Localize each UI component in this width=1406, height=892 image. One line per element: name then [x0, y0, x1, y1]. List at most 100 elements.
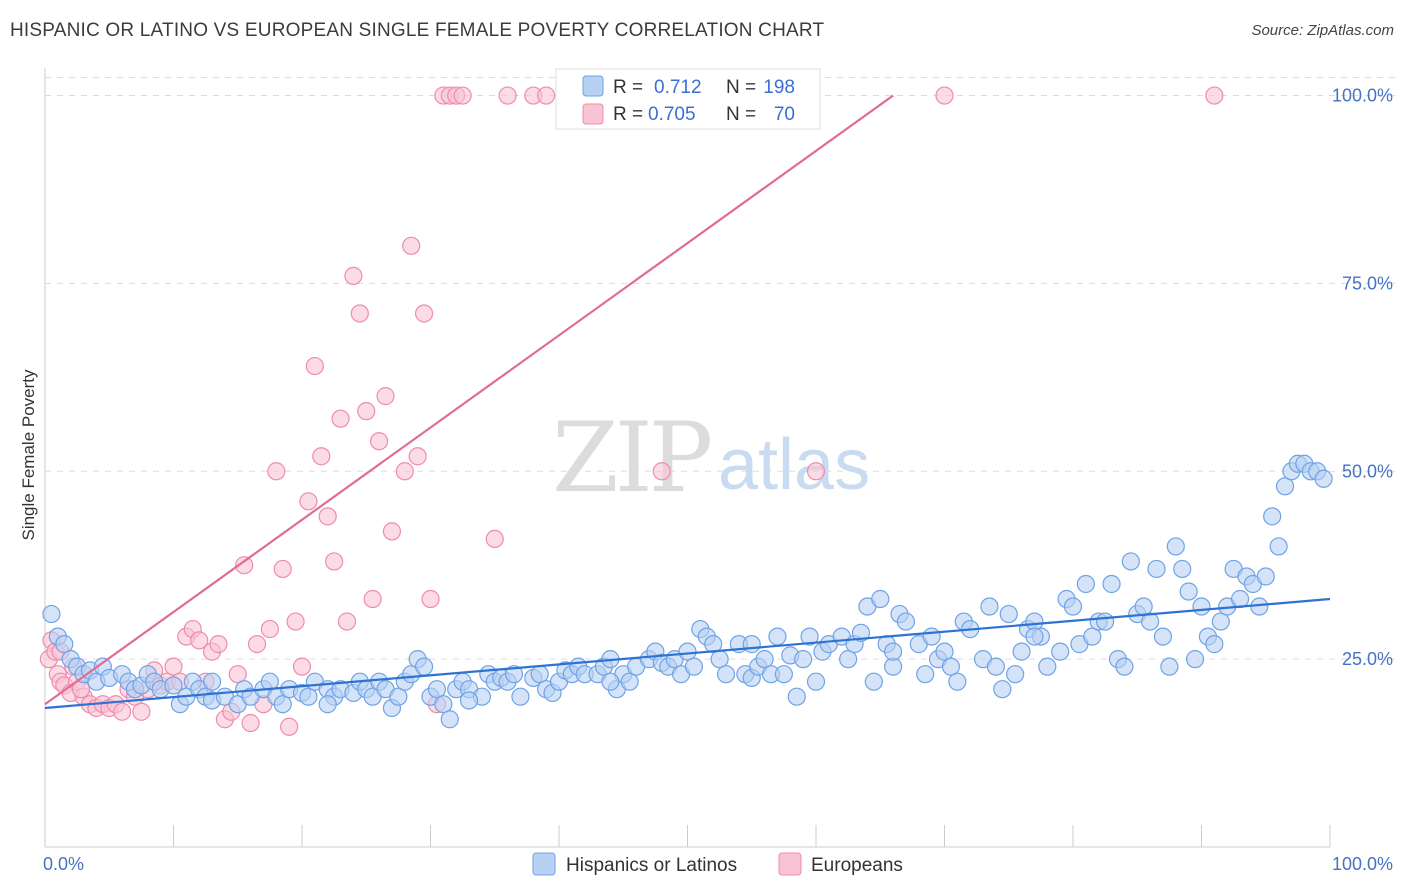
- legend-r-label-2: R =: [613, 104, 643, 125]
- hispanic-point-151: [1121, 552, 1140, 571]
- hispanic-point-104: [794, 650, 813, 669]
- hispanic-point-93: [716, 665, 736, 684]
- hispanic-point-101: [774, 665, 793, 684]
- y-tick-label-2: 75.0%: [1342, 273, 1393, 293]
- hispanic-point-110: [839, 650, 858, 669]
- hispanic-point-103: [787, 687, 806, 706]
- european-point-41: [280, 717, 299, 736]
- hispanic-point-126: [948, 672, 967, 691]
- hispanic-point-64: [511, 687, 530, 706]
- hispanic-point-135: [1012, 642, 1031, 661]
- european-point-44: [299, 492, 318, 511]
- hispanic-point-105: [800, 627, 819, 646]
- european-point-69: [498, 86, 517, 105]
- european-point-38: [260, 619, 279, 639]
- legend-r-value-2: 0.705: [648, 104, 696, 125]
- european-point-36: [247, 635, 267, 654]
- european-point-51: [344, 266, 363, 285]
- european-point-53: [357, 402, 376, 421]
- bottom-legend-hispanics: Hispanics or Latinos: [566, 855, 737, 876]
- european-point-77: [1205, 86, 1224, 105]
- european-point-39: [267, 462, 286, 481]
- hispanic-point-142: [1063, 597, 1083, 616]
- hispanic-point-181: [1314, 469, 1333, 488]
- hispanic-point-140: [1051, 642, 1070, 661]
- european-point-34: [235, 556, 254, 575]
- hispanic-point-183: [318, 695, 337, 714]
- european-point-57: [382, 522, 402, 541]
- hispanic-point-31: [273, 695, 292, 714]
- x-tick-label-0: 0.0%: [43, 854, 84, 874]
- legend-r-label-1: R =: [613, 77, 643, 98]
- bottom-legend-swatch-hispanics: [532, 852, 556, 876]
- bottom-legend-europeans: Europeans: [811, 855, 903, 876]
- european-point-18: [132, 702, 151, 721]
- hispanic-point-156: [1153, 627, 1173, 646]
- hispanic-point-139: [1038, 657, 1057, 676]
- european-point-58: [395, 462, 414, 481]
- hispanic-point-132: [993, 680, 1012, 699]
- hispanic-point-173: [1263, 507, 1282, 526]
- tick-labels: 25.0% 50.0% 75.0% 100.0% 0.0% 100.0%: [43, 86, 1393, 874]
- european-point-45: [305, 356, 324, 376]
- hispanic-trend-line: [44, 597, 1331, 710]
- european-point-60: [408, 447, 427, 466]
- hispanic-point-134: [1006, 665, 1025, 684]
- hispanic-point-147: [1096, 612, 1115, 631]
- european-point-55: [370, 432, 389, 451]
- european-point-48: [325, 552, 344, 571]
- hispanic-point-112: [851, 623, 871, 642]
- y-tick-label-1: 50.0%: [1342, 461, 1393, 481]
- hispanic-point-174: [1269, 537, 1288, 556]
- hispanic-point-91: [704, 635, 723, 654]
- european-point-30: [209, 635, 228, 654]
- european-point-61: [414, 304, 434, 323]
- hispanic-point-157: [1160, 657, 1179, 676]
- legend-n-value-1: 198: [763, 77, 795, 98]
- bottom-legend-swatch-europeans: [778, 852, 802, 876]
- y-tick-label-3: 100.0%: [1332, 86, 1393, 106]
- hispanic-point-155: [1147, 559, 1166, 579]
- hispanic-point-133: [999, 604, 1018, 624]
- hispanic-point-184: [459, 691, 479, 710]
- european-point-40: [273, 559, 292, 579]
- european-point-43: [292, 657, 312, 676]
- hispanic-point-46: [389, 687, 408, 706]
- hispanic-point-186: [742, 635, 761, 654]
- hispanic-point-115: [871, 589, 890, 609]
- european-point-47: [318, 507, 337, 526]
- european-point-42: [286, 612, 305, 631]
- trend-lines: [44, 94, 1331, 710]
- hispanic-point-124: [935, 642, 954, 661]
- hispanic-point-100: [768, 627, 787, 646]
- watermark-atlas: atlas: [718, 425, 870, 505]
- x-tick-label-1: 100.0%: [1332, 854, 1393, 874]
- legend-swatch-europeans: [582, 103, 604, 125]
- hispanic-point-17: [164, 676, 183, 695]
- hispanic-point-87: [678, 642, 697, 661]
- european-point-49: [331, 409, 350, 428]
- european-point-15: [112, 702, 132, 721]
- european-point-68: [485, 529, 504, 549]
- hispanic-point-150: [1115, 657, 1134, 676]
- y-axis-label: Single Female Poverty: [19, 369, 38, 541]
- hispanic-point-164: [1205, 635, 1224, 654]
- hispanic-point-52: [427, 680, 447, 699]
- european-point-71: [537, 86, 556, 105]
- hispanic-point-2: [55, 635, 74, 654]
- hispanics-points: [42, 454, 1333, 729]
- hispanic-point-131: [986, 657, 1006, 676]
- legend-r-value-1: 0.712: [654, 77, 702, 98]
- legend-n-label-1: N =: [726, 77, 756, 98]
- european-point-75: [806, 462, 826, 481]
- european-point-23: [164, 657, 183, 676]
- hispanic-point-185: [601, 672, 620, 691]
- european-point-33: [228, 665, 247, 684]
- chart-title: HISPANIC OR LATINO VS EUROPEAN SINGLE FE…: [10, 20, 825, 41]
- european-point-59: [402, 236, 421, 255]
- hispanic-point-188: [1025, 627, 1044, 646]
- hispanic-point-154: [1140, 612, 1160, 631]
- hispanic-point-162: [1192, 597, 1211, 616]
- series-legend: Hispanics or Latinos Europeans: [532, 852, 903, 876]
